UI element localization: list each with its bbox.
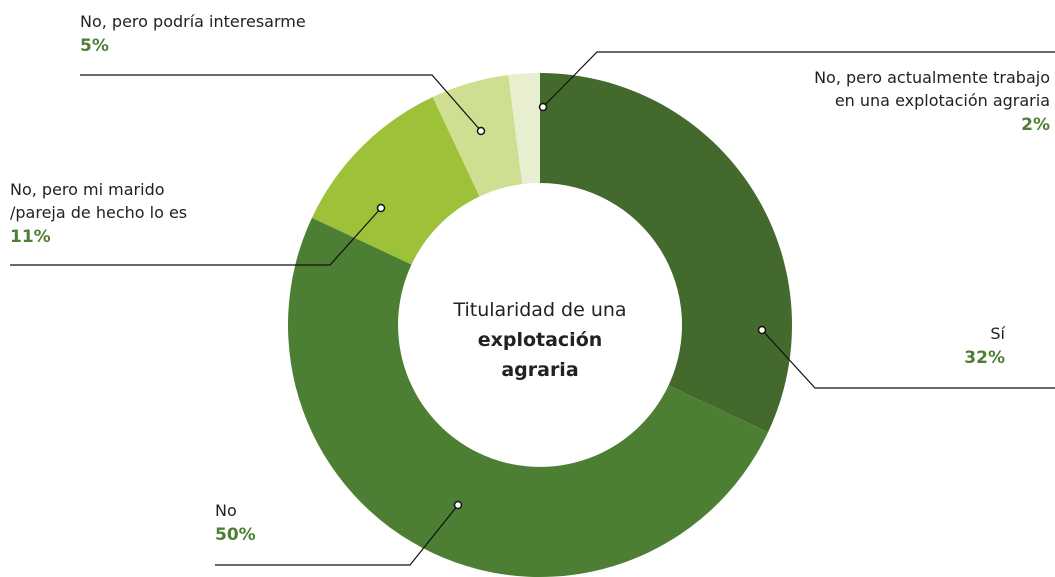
value-label: 50% [215, 524, 415, 547]
slice-label: No, pero actualmente trabajo en una expl… [795, 66, 1050, 137]
center-text-bold: explotación agraria [475, 325, 605, 385]
leader-dot [378, 205, 385, 212]
slice-label: No, pero mi marido /pareja de hecho lo e… [10, 178, 225, 249]
center-text: Titularidad de una [453, 299, 626, 321]
leader-dot [478, 128, 485, 135]
category-label: Sí [885, 322, 1005, 345]
page: {"chart_data": {"type": "pie", "donut": … [0, 0, 1055, 577]
leader-dot [759, 327, 766, 334]
category-label: No [215, 499, 415, 522]
category-label: No, pero mi marido /pareja de hecho lo e… [10, 178, 225, 224]
value-label: 2% [795, 114, 1050, 137]
value-label: 11% [10, 226, 225, 249]
center-label: Titularidad de una explotación agraria [440, 295, 640, 385]
value-label: 5% [80, 35, 400, 58]
leader-dot [540, 104, 547, 111]
value-label: 32% [885, 347, 1005, 370]
category-label: No, pero podría interesarme [80, 10, 400, 33]
leader-dot [455, 502, 462, 509]
category-label: No, pero actualmente trabajo en una expl… [795, 66, 1050, 112]
